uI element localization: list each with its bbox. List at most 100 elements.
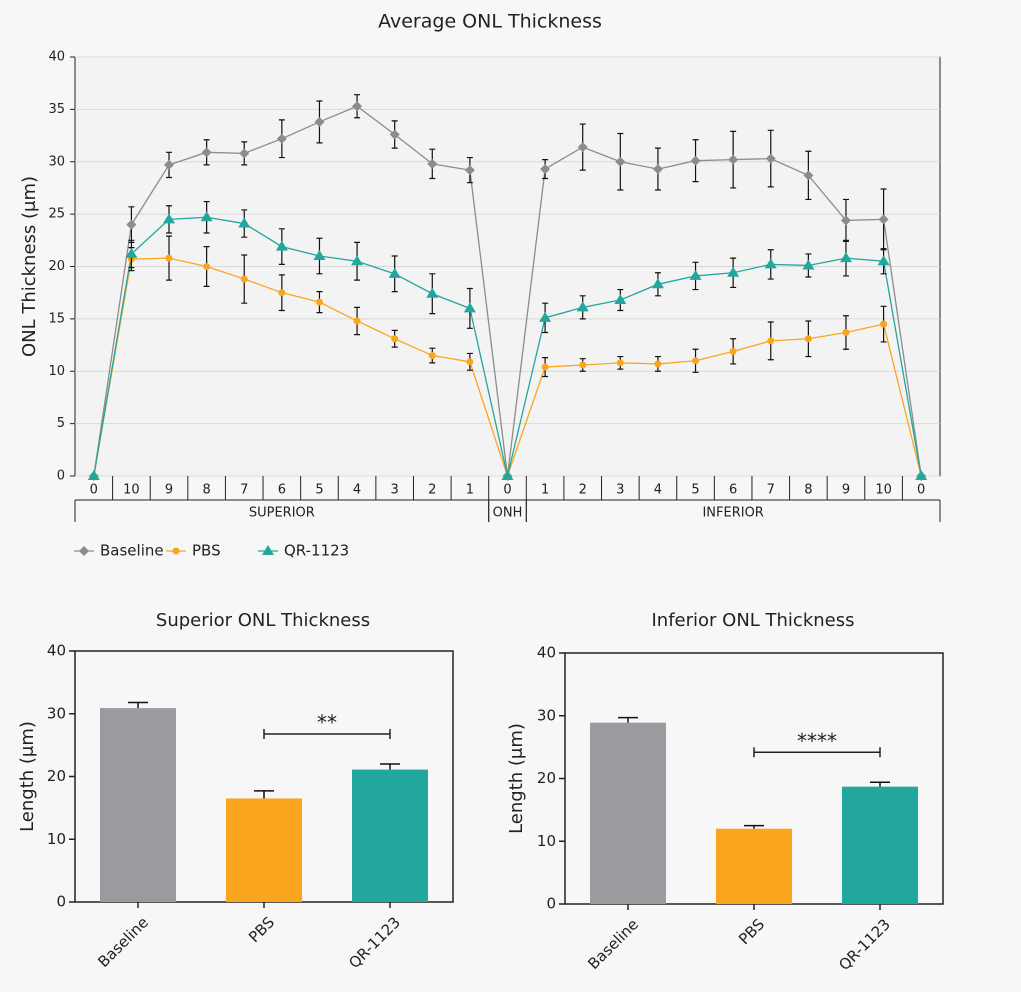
y-tick-label: 10 bbox=[47, 830, 66, 848]
x-tick-label: 4 bbox=[353, 483, 361, 498]
y-tick-label: 10 bbox=[537, 832, 556, 850]
marker bbox=[728, 154, 739, 165]
x-tick-label: 5 bbox=[691, 483, 699, 498]
marker bbox=[616, 359, 624, 367]
marker bbox=[764, 258, 777, 269]
marker bbox=[238, 217, 251, 228]
marker bbox=[351, 255, 364, 266]
marker bbox=[915, 470, 928, 480]
error-bar bbox=[128, 701, 148, 709]
x-tick-label: 8 bbox=[804, 483, 812, 498]
bar bbox=[716, 828, 792, 904]
x-tick-label: 6 bbox=[729, 483, 737, 498]
marker bbox=[803, 170, 814, 181]
marker bbox=[165, 254, 173, 262]
x-tick-label: 0 bbox=[90, 483, 98, 498]
marker bbox=[126, 219, 137, 230]
marker bbox=[654, 360, 662, 368]
x-tick-label: 3 bbox=[391, 483, 399, 498]
marker bbox=[201, 147, 212, 158]
y-tick-label: 40 bbox=[48, 50, 65, 65]
legend-marker bbox=[262, 545, 274, 555]
marker bbox=[839, 252, 852, 263]
y-tick-label: 0 bbox=[546, 895, 556, 913]
x-tick-label: 8 bbox=[202, 483, 210, 498]
x-tick-label: 7 bbox=[767, 483, 775, 498]
chart-title: Superior ONL Thickness bbox=[156, 610, 370, 631]
marker bbox=[276, 133, 287, 144]
x-tick-label: 9 bbox=[842, 483, 850, 498]
marker bbox=[240, 275, 248, 283]
y-tick-label: 0 bbox=[56, 893, 66, 911]
marker bbox=[353, 317, 361, 325]
bar bbox=[100, 708, 176, 902]
x-tick-label: 10 bbox=[875, 483, 892, 498]
marker bbox=[877, 255, 890, 266]
error-bar bbox=[870, 781, 890, 787]
x-tick-label: 0 bbox=[503, 483, 511, 498]
marker bbox=[615, 156, 626, 167]
error-bar bbox=[254, 790, 274, 799]
marker bbox=[275, 240, 288, 251]
significance-bracket bbox=[753, 747, 881, 758]
marker bbox=[729, 347, 737, 355]
marker bbox=[163, 213, 176, 224]
x-tick-label: QR-1123 bbox=[835, 915, 894, 974]
y-tick-label: 20 bbox=[47, 767, 66, 785]
legend-marker bbox=[79, 546, 89, 556]
x-tick-label: 0 bbox=[917, 483, 925, 498]
x-tick-label: QR-1123 bbox=[345, 913, 404, 972]
bar bbox=[226, 798, 302, 902]
x-tick-label: 9 bbox=[165, 483, 173, 498]
marker bbox=[388, 267, 401, 278]
marker bbox=[541, 363, 549, 371]
y-tick-label: 5 bbox=[57, 416, 65, 431]
y-tick-label: 40 bbox=[537, 644, 556, 662]
marker bbox=[314, 116, 325, 127]
y-axis-label: Length (μm) bbox=[17, 721, 38, 832]
y-tick-label: 30 bbox=[47, 704, 66, 722]
x-tick-label: PBS bbox=[245, 913, 278, 946]
x-tick-label: 6 bbox=[278, 483, 286, 498]
y-axis-label: Length (μm) bbox=[506, 723, 527, 834]
error-bar bbox=[618, 716, 638, 723]
x-tick-label: 10 bbox=[123, 483, 140, 498]
marker bbox=[352, 101, 363, 112]
y-tick-label: 20 bbox=[537, 769, 556, 787]
x-tick-label: 4 bbox=[654, 483, 662, 498]
marker bbox=[278, 289, 286, 297]
y-tick-label: 20 bbox=[48, 259, 65, 274]
marker bbox=[426, 287, 439, 298]
legend-marker bbox=[172, 547, 180, 555]
marker bbox=[315, 298, 323, 306]
x-tick-label: 1 bbox=[466, 483, 474, 498]
significance-bracket bbox=[263, 728, 391, 739]
marker bbox=[203, 263, 211, 270]
error-bar bbox=[380, 763, 400, 770]
marker bbox=[463, 302, 476, 313]
marker bbox=[577, 142, 588, 153]
marker bbox=[840, 215, 851, 226]
x-tick-label: 3 bbox=[616, 483, 624, 498]
legend-label: Baseline bbox=[100, 542, 164, 560]
marker bbox=[200, 211, 213, 222]
marker bbox=[540, 164, 551, 175]
x-tick-label: PBS bbox=[735, 915, 768, 948]
marker bbox=[651, 278, 664, 289]
marker bbox=[692, 357, 700, 365]
y-tick-label: 0 bbox=[57, 469, 65, 484]
group-label: SUPERIOR bbox=[249, 506, 315, 521]
x-tick-label: 1 bbox=[541, 483, 549, 498]
y-tick-label: 30 bbox=[48, 154, 65, 169]
marker bbox=[427, 158, 438, 169]
legend-label: QR-1123 bbox=[284, 542, 349, 560]
x-tick-label: 2 bbox=[428, 483, 436, 498]
marker bbox=[313, 250, 326, 261]
marker bbox=[842, 328, 850, 336]
marker bbox=[690, 155, 701, 166]
marker bbox=[880, 320, 888, 328]
marker bbox=[765, 153, 776, 164]
chart-title: Inferior ONL Thickness bbox=[651, 610, 854, 631]
error-bar bbox=[744, 824, 764, 829]
x-tick-label: 7 bbox=[240, 483, 248, 498]
